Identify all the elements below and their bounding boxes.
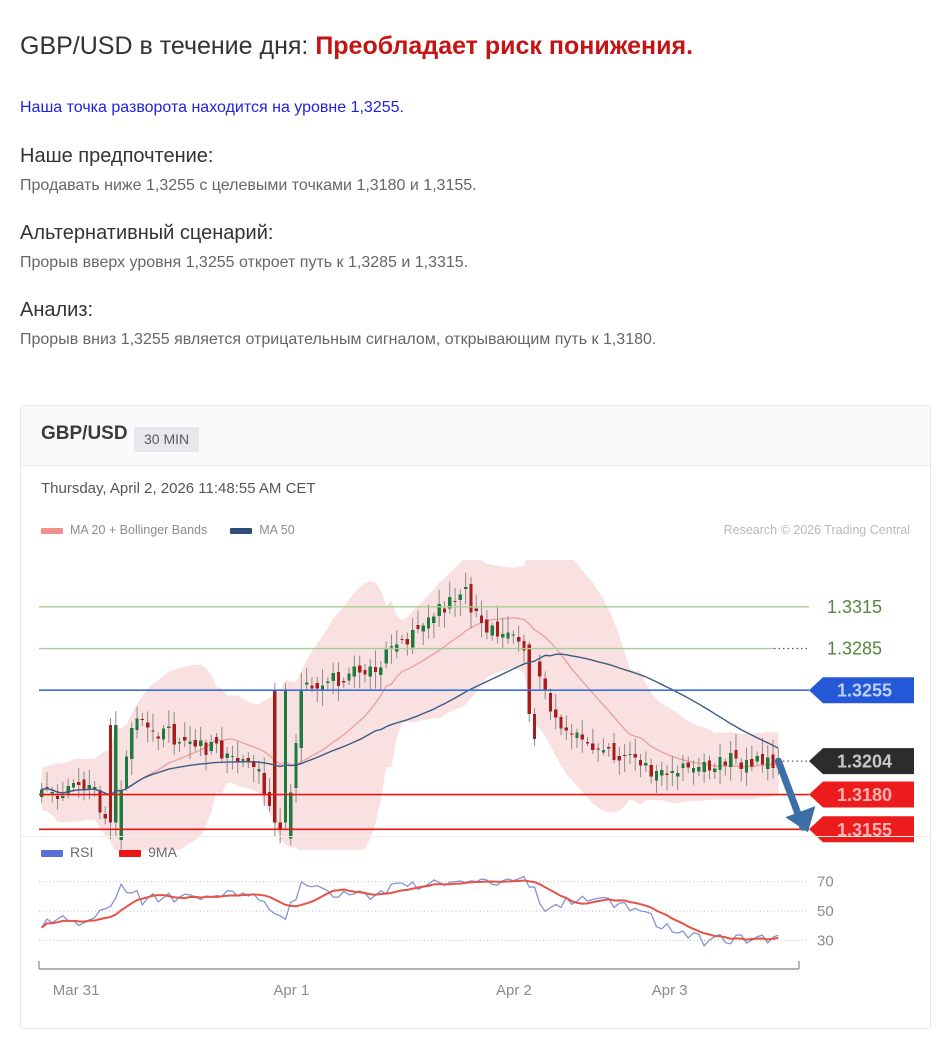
svg-text:70: 70 [817, 874, 834, 891]
svg-text:1.3204: 1.3204 [837, 752, 892, 772]
svg-text:50: 50 [817, 903, 834, 920]
svg-text:30: 30 [817, 932, 834, 949]
svg-text:Apr 2: Apr 2 [496, 982, 532, 999]
svg-text:Apr 1: Apr 1 [273, 982, 309, 999]
svg-text:1.3255: 1.3255 [837, 681, 892, 701]
svg-text:1.3180: 1.3180 [837, 785, 892, 805]
svg-text:Apr 3: Apr 3 [652, 982, 688, 999]
svg-text:1.3315: 1.3315 [827, 597, 882, 617]
svg-text:Mar 31: Mar 31 [53, 982, 100, 999]
svg-text:1.3285: 1.3285 [827, 639, 882, 659]
